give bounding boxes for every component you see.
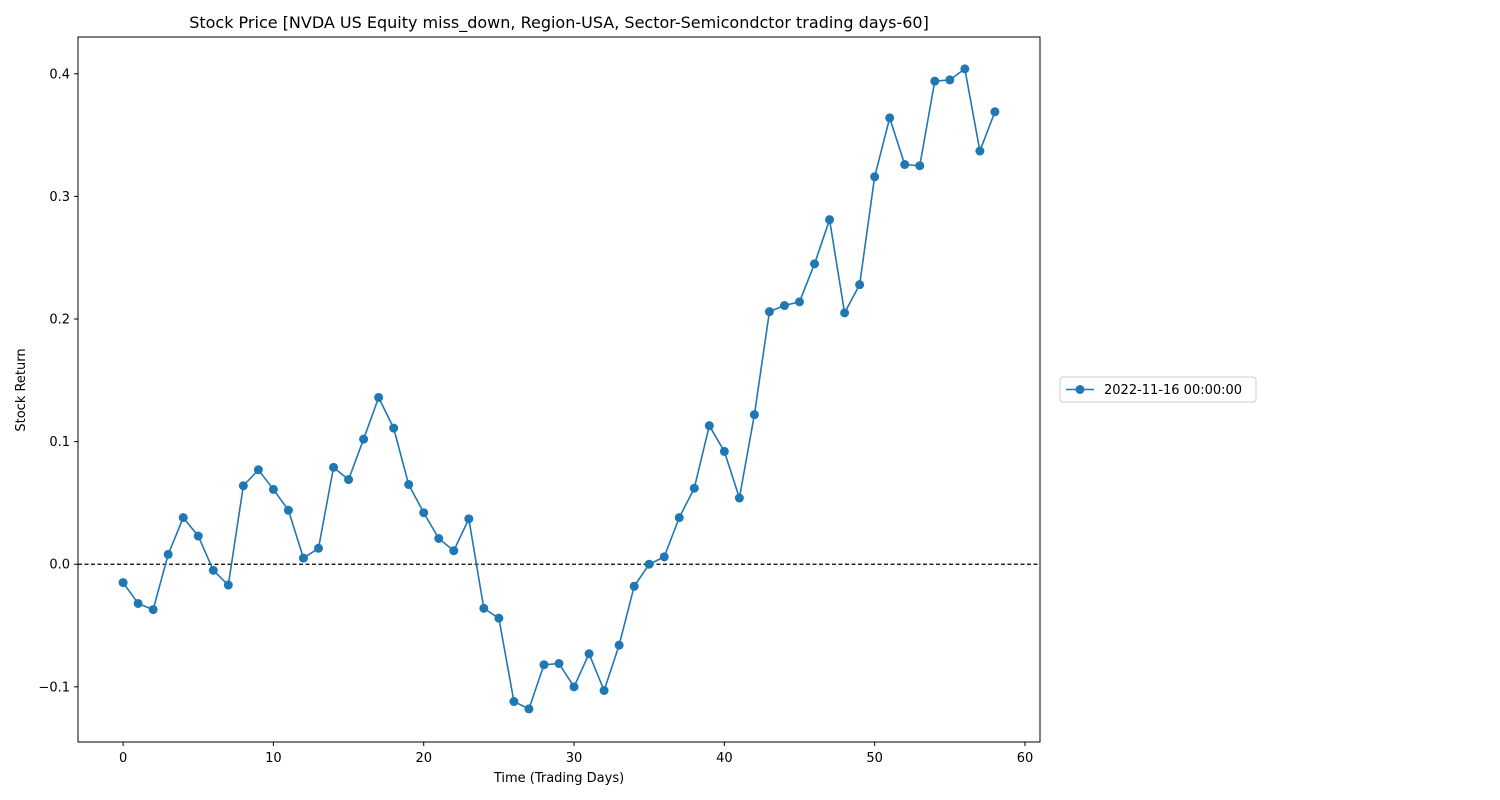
y-axis: −0.1 0.0 0.1 0.2 0.3 0.4	[38, 67, 78, 695]
data-point	[659, 552, 669, 562]
data-point	[644, 559, 654, 569]
data-point	[193, 531, 203, 541]
legend: 2022-11-16 00:00:00	[1059, 376, 1257, 403]
data-point	[434, 533, 444, 543]
data-point	[629, 581, 639, 591]
data-point	[298, 553, 308, 563]
x-tick-label: 50	[866, 751, 883, 766]
data-point	[885, 113, 895, 123]
data-point	[764, 307, 774, 317]
x-tick-label: 10	[265, 751, 282, 766]
chart-title: Stock Price [NVDA US Equity miss_down, R…	[189, 13, 929, 33]
data-point	[374, 392, 384, 402]
data-point	[404, 480, 414, 490]
data-point	[479, 603, 489, 613]
y-tick-label: 0.2	[49, 313, 70, 328]
data-point	[870, 172, 880, 182]
data-point	[795, 297, 804, 307]
data-point	[554, 659, 564, 669]
data-point	[584, 649, 594, 659]
data-point	[389, 423, 399, 433]
y-tick-label: 0.1	[49, 435, 70, 450]
x-axis-label: Time (Trading Days)	[493, 771, 624, 786]
x-tick-label: 40	[716, 751, 733, 766]
data-point	[855, 280, 865, 290]
data-point	[810, 259, 820, 269]
x-tick-label: 20	[415, 751, 432, 766]
data-point	[223, 580, 233, 590]
data-point	[253, 465, 263, 475]
data-point	[133, 598, 143, 608]
data-point	[975, 146, 985, 156]
y-tick-label: 0.4	[49, 67, 70, 82]
series-line	[122, 68, 996, 710]
data-point	[840, 308, 850, 318]
data-point	[178, 513, 188, 523]
data-point	[930, 76, 940, 86]
legend-marker	[1075, 385, 1085, 394]
data-point	[569, 682, 579, 692]
data-point	[599, 686, 609, 696]
x-tick-label: 0	[119, 751, 127, 766]
data-point	[719, 446, 729, 456]
data-point	[674, 513, 684, 523]
y-tick-label: 0.0	[49, 558, 70, 573]
data-point	[509, 697, 519, 707]
data-point	[344, 475, 354, 485]
series-group	[118, 64, 1000, 714]
data-point	[494, 613, 504, 623]
data-point	[734, 493, 744, 503]
data-point	[524, 704, 534, 714]
data-point	[449, 546, 459, 556]
data-point	[990, 107, 1000, 117]
data-point	[825, 215, 835, 225]
data-point	[148, 605, 158, 615]
data-point	[329, 462, 339, 472]
data-point	[900, 160, 910, 170]
data-point	[945, 75, 955, 85]
data-point	[118, 578, 128, 588]
y-tick-label: −0.1	[38, 680, 70, 695]
data-point	[614, 640, 624, 650]
data-point	[419, 508, 429, 518]
data-point	[238, 481, 248, 491]
data-point	[208, 565, 218, 575]
data-point	[359, 434, 369, 444]
data-point	[749, 410, 759, 420]
legend-entry: 2022-11-16 00:00:00	[1104, 383, 1242, 398]
x-axis: 0 10 20 30 40 50 60	[119, 742, 1033, 766]
data-point	[268, 484, 278, 494]
data-point	[464, 514, 474, 524]
data-point	[779, 301, 789, 311]
data-point	[960, 64, 970, 74]
y-tick-label: 0.3	[49, 190, 70, 205]
plot-area	[77, 36, 1041, 743]
y-axis-label: Stock Return	[14, 348, 29, 431]
data-point	[704, 421, 714, 431]
data-point	[915, 161, 925, 171]
data-point	[689, 483, 699, 493]
data-point	[283, 505, 293, 515]
legend-box	[1059, 376, 1257, 403]
x-tick-label: 30	[566, 751, 583, 766]
data-point	[314, 543, 323, 553]
data-point	[539, 660, 549, 670]
data-point	[163, 549, 173, 559]
x-tick-label: 60	[1017, 751, 1034, 766]
